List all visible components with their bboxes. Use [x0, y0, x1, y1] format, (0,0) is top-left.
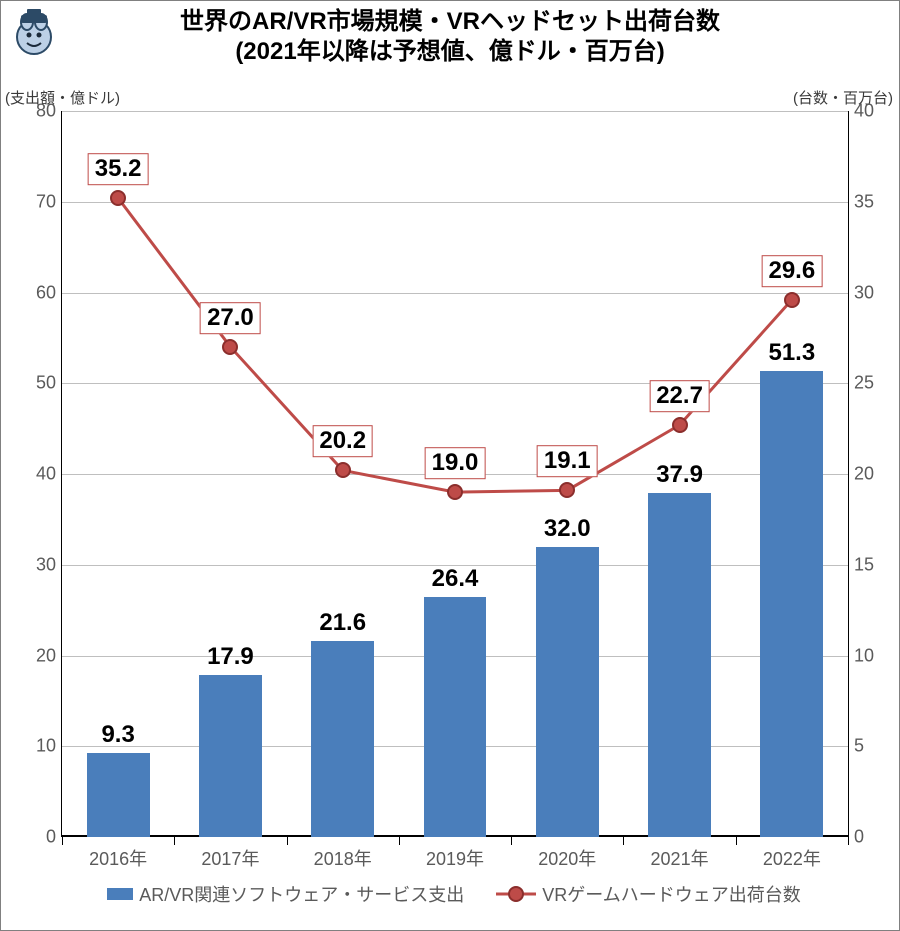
legend-label-line: VRゲームハードウェア出荷台数: [542, 881, 800, 907]
legend-label-bars: AR/VR関連ソフトウェア・サービス支出: [139, 881, 464, 907]
bar: [424, 597, 487, 837]
y-right-tick-label: 40: [848, 101, 874, 122]
y-right-tick-label: 20: [848, 464, 874, 485]
line-value-label: 29.6: [761, 255, 822, 287]
gridline: [62, 383, 848, 384]
line-marker: [110, 190, 126, 206]
line-value-label: 19.1: [537, 446, 598, 478]
y-left-tick-label: 30: [36, 554, 62, 575]
x-tick-label: 2019年: [426, 837, 484, 871]
y-left-tick-label: 80: [36, 101, 62, 122]
x-tick-mark: [399, 837, 400, 845]
y-left-tick-label: 60: [36, 282, 62, 303]
y-right-tick-label: 15: [848, 554, 874, 575]
line-marker: [672, 417, 688, 433]
x-tick-label: 2017年: [201, 837, 259, 871]
bar-value-label: 9.3: [101, 721, 134, 753]
chart-title: 世界のAR/VR市場規模・VRヘッドセット出荷台数(2021年以降は予想値、億ド…: [1, 7, 899, 67]
y-left-tick-label: 40: [36, 464, 62, 485]
y-right-tick-label: 5: [848, 736, 864, 757]
legend: AR/VR関連ソフトウェア・サービス支出 VRゲームハードウェア出荷台数: [61, 881, 847, 907]
x-tick-mark: [287, 837, 288, 845]
x-tick-label: 2016年: [89, 837, 147, 871]
bar-value-label: 17.9: [207, 643, 254, 675]
y-right-axis-caption: (台数・百万台): [793, 87, 893, 108]
line-value-label: 35.2: [88, 153, 149, 185]
line-value-label: 19.0: [425, 447, 486, 479]
line-marker: [559, 482, 575, 498]
x-tick-label: 2021年: [651, 837, 709, 871]
x-tick-label: 2020年: [538, 837, 596, 871]
legend-swatch-bar-icon: [107, 888, 133, 900]
bar: [199, 675, 262, 837]
y-left-tick-label: 0: [46, 827, 62, 848]
y-right-tick-label: 30: [848, 282, 874, 303]
y-left-tick-label: 50: [36, 373, 62, 394]
bar: [648, 493, 711, 837]
chart-container: 世界のAR/VR市場規模・VRヘッドセット出荷台数(2021年以降は予想値、億ド…: [0, 0, 900, 931]
bar: [87, 753, 150, 837]
x-tick-mark: [511, 837, 512, 845]
chart-title-line1: 世界のAR/VR市場規模・VRヘッドセット出荷台数: [1, 7, 899, 37]
y-right-tick-label: 25: [848, 373, 874, 394]
y-left-tick-label: 10: [36, 736, 62, 757]
line-value-label: 20.2: [312, 426, 373, 458]
x-tick-label: 2022年: [763, 837, 821, 871]
x-tick-mark: [62, 837, 63, 845]
bar-value-label: 21.6: [319, 609, 366, 641]
y-right-tick-label: 35: [848, 191, 874, 212]
y-left-tick-label: 20: [36, 645, 62, 666]
line-value-label: 22.7: [649, 380, 710, 412]
line-value-label: 27.0: [200, 302, 261, 334]
bar: [760, 371, 823, 837]
x-tick-mark: [736, 837, 737, 845]
gridline: [62, 293, 848, 294]
chart-title-line2: (2021年以降は予想値、億ドル・百万台): [1, 37, 899, 67]
legend-swatch-line-icon: [496, 887, 536, 901]
y-right-tick-label: 10: [848, 645, 874, 666]
bar: [311, 641, 374, 837]
bar-value-label: 51.3: [768, 339, 815, 371]
x-tick-mark: [174, 837, 175, 845]
y-left-tick-label: 70: [36, 191, 62, 212]
line-marker: [784, 292, 800, 308]
line-marker: [335, 462, 351, 478]
legend-item-bars: AR/VR関連ソフトウェア・サービス支出: [107, 881, 464, 907]
x-tick-mark: [623, 837, 624, 845]
line-marker: [222, 339, 238, 355]
y-right-tick-label: 0: [848, 827, 864, 848]
gridline: [62, 111, 848, 112]
bar-value-label: 26.4: [432, 565, 479, 597]
bar-value-label: 37.9: [656, 461, 703, 493]
x-tick-mark: [848, 837, 849, 845]
legend-item-line: VRゲームハードウェア出荷台数: [496, 881, 800, 907]
x-tick-label: 2018年: [314, 837, 372, 871]
bar: [536, 547, 599, 837]
y-left-axis-caption: (支出額・億ドル): [5, 87, 120, 108]
bar-value-label: 32.0: [544, 515, 591, 547]
gridline: [62, 202, 848, 203]
plot-area: 0102030405060708005101520253035402016年20…: [61, 111, 849, 837]
line-marker: [447, 484, 463, 500]
